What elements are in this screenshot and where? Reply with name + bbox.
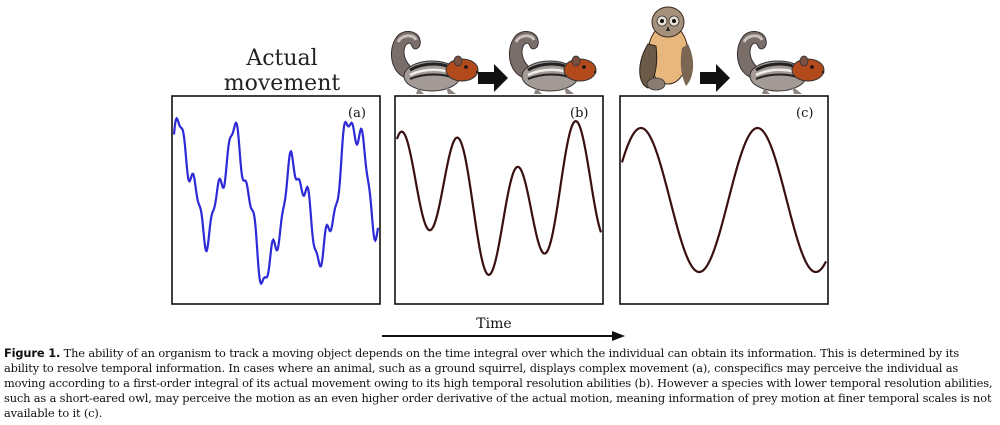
actual-movement-title-line2: movement	[224, 71, 341, 96]
panel-b-frame	[394, 95, 604, 305]
panel-b-label: (b)	[570, 106, 588, 121]
actual-movement-title-line1: Actual	[245, 46, 317, 71]
time-arrowhead	[612, 331, 625, 341]
squirrel-icon	[507, 29, 598, 96]
caption-label: Figure 1.	[4, 346, 61, 360]
arrow-icon	[700, 64, 730, 92]
squirrel-icon	[389, 29, 480, 96]
caption-text: The ability of an organism to track a mo…	[4, 346, 993, 420]
panel-b-curve	[395, 120, 603, 276]
time-label: Time	[476, 316, 511, 332]
squirrel-icon	[735, 29, 826, 96]
figure-1: Actual movement (a) (b) (c) Time	[171, 6, 829, 341]
panel-a-label: (a)	[348, 106, 366, 121]
figure-caption: Figure 1. The ability of an organism to …	[4, 346, 996, 421]
panel-a-curve	[172, 116, 380, 286]
owl-icon	[639, 6, 694, 91]
arrow-icon	[478, 64, 508, 92]
panel-a-frame	[171, 95, 381, 305]
panel-c-frame	[619, 95, 829, 305]
panel-c-label: (c)	[796, 106, 813, 121]
panel-c-curve	[620, 126, 827, 274]
